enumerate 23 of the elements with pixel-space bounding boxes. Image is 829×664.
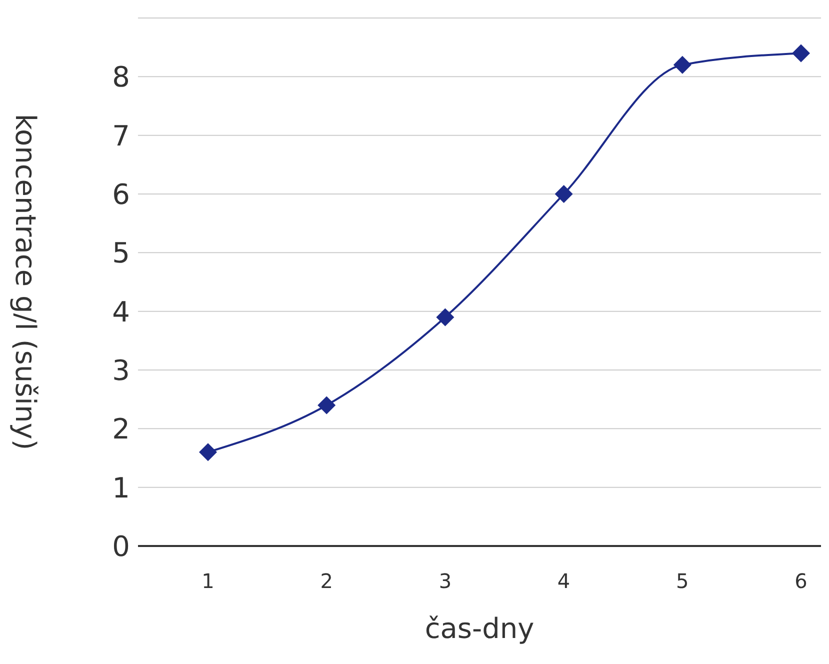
point: [673, 56, 692, 74]
x-tick-label: 3: [438, 569, 452, 594]
y-tick-label: 7: [112, 119, 130, 152]
point: [554, 185, 573, 203]
y-tick-label: 0: [112, 530, 130, 563]
point: [318, 396, 336, 414]
x-tick-label: 6: [794, 569, 808, 594]
y-tick-label: 2: [112, 412, 130, 446]
x-tick-label: 4: [557, 569, 570, 594]
point: [792, 44, 810, 62]
y-tick-label: 5: [112, 236, 130, 270]
y-tick-label: 1: [112, 471, 130, 504]
x-axis-title: čas-dny: [424, 612, 534, 645]
x-tick-label: 1: [202, 569, 214, 594]
x-tick-label: 2: [320, 569, 333, 594]
y-tick-label: 3: [112, 354, 130, 387]
y-tick-label: 8: [112, 60, 130, 94]
point: [436, 308, 454, 326]
x-tick-label: 5: [676, 569, 689, 594]
y-tick-label: 6: [112, 178, 130, 211]
point: [199, 443, 217, 462]
y-axis-title: koncentrace g/l (sušiny): [9, 114, 42, 450]
y-tick-label: 4: [112, 295, 130, 328]
